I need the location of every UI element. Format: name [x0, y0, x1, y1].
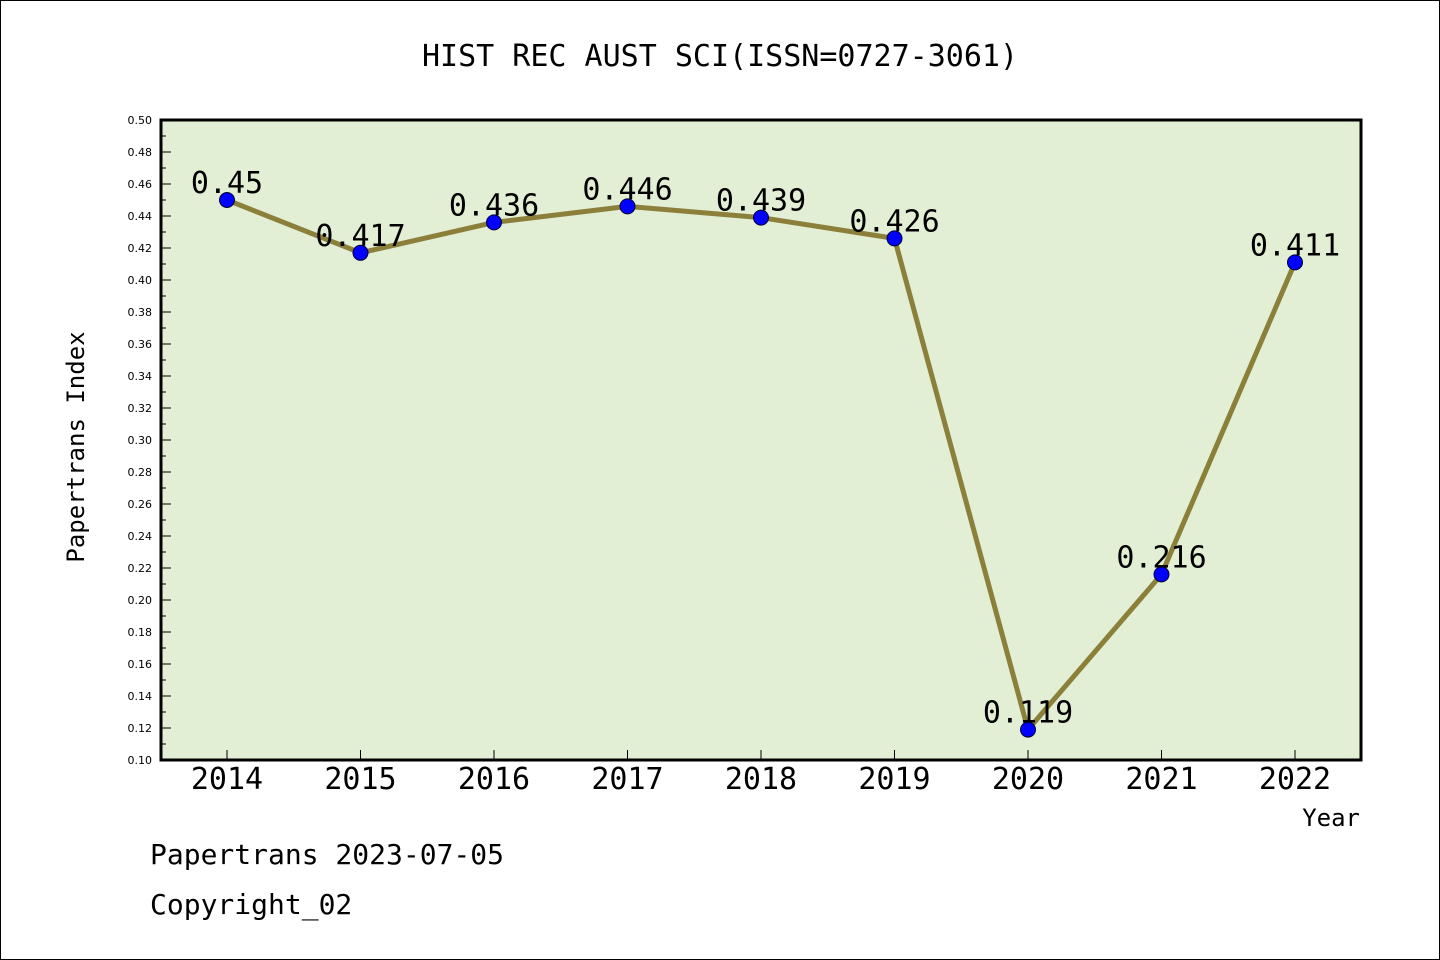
data-label: 0.411: [1250, 228, 1340, 263]
data-label: 0.417: [315, 219, 405, 254]
y-tick-label: 0.38: [128, 306, 153, 319]
data-label: 0.45: [191, 166, 263, 201]
y-tick-label: 0.50: [128, 114, 153, 127]
x-axis-label: Year: [1302, 804, 1360, 832]
x-axis: 2014 2015 2016 2017 2018 2019 2020 2021 2022: [191, 750, 1331, 797]
y-tick-label: 0.40: [128, 274, 153, 287]
x-tick-label: 2019: [858, 762, 930, 797]
y-tick-label: 0.24: [128, 530, 153, 543]
data-point-marker: [486, 214, 502, 231]
y-tick-label: 0.20: [128, 594, 153, 607]
data-point-marker: [753, 209, 769, 226]
data-label: 0.216: [1116, 540, 1206, 575]
y-tick-label: 0.10: [128, 754, 153, 767]
data-point-marker: [219, 192, 235, 208]
data-label: 0.436: [449, 188, 539, 223]
data-label: 0.439: [716, 184, 806, 219]
data-point-marker: [1153, 566, 1170, 583]
y-tick-label: 0.32: [128, 402, 153, 415]
data-point-marker: [352, 244, 369, 261]
x-tick-label: 2018: [725, 762, 797, 797]
footer-copyright: Copyright_02: [150, 888, 352, 922]
data-label: 0.426: [849, 204, 939, 239]
data-point-marker: [1287, 254, 1303, 271]
x-tick-label: 2014: [191, 762, 263, 797]
x-tick-label: 2020: [992, 762, 1064, 797]
x-tick-label: 2016: [458, 762, 530, 797]
y-tick-label: 0.16: [128, 658, 153, 671]
y-tick-label: 0.30: [128, 434, 153, 447]
series-line-group: 0.45 0.417 0.436 0.446 0.439 0.426 0.119 0.216 0…: [191, 166, 1340, 738]
chart-title: HIST REC AUST SCI(ISSN=0727-3061): [422, 39, 1018, 74]
y-tick-label: 0.48: [128, 146, 153, 159]
y-tick-label: 0.44: [128, 210, 153, 223]
y-axis-label: Papertrans Index: [62, 331, 90, 562]
data-label: 0.119: [983, 696, 1073, 731]
y-tick-label: 0.36: [128, 338, 153, 351]
y-tick-label: 0.12: [128, 722, 153, 735]
footer-date: Papertrans 2023-07-05: [150, 838, 504, 871]
x-tick-label: 2021: [1125, 762, 1197, 797]
y-tick-label: 0.34: [128, 370, 153, 383]
y-tick-label: 0.14: [128, 690, 153, 703]
y-tick-label: 0.42: [128, 242, 153, 255]
plot-area: [159, 118, 1363, 762]
data-point-marker: [1020, 721, 1036, 738]
y-axis: 0.10 0.12 0.14 0.16 0.18 0.20 0.22 0.24 0.26 0.28…: [128, 114, 171, 767]
y-tick-label: 0.18: [128, 626, 153, 639]
y-tick-label: 0.46: [128, 178, 153, 191]
x-tick-label: 2022: [1259, 762, 1331, 797]
data-point-marker: [886, 230, 903, 247]
y-tick-label: 0.28: [128, 466, 153, 479]
data-label: 0.446: [582, 172, 672, 207]
data-point-marker: [619, 198, 636, 215]
x-tick-label: 2015: [324, 762, 396, 797]
x-tick-label: 2017: [591, 762, 663, 797]
y-tick-label: 0.26: [128, 498, 153, 511]
y-tick-label: 0.22: [128, 562, 153, 575]
